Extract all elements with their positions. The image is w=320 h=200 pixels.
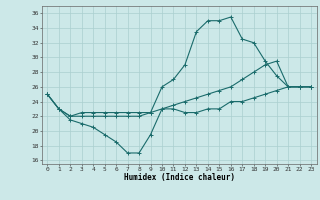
X-axis label: Humidex (Indice chaleur): Humidex (Indice chaleur) bbox=[124, 173, 235, 182]
